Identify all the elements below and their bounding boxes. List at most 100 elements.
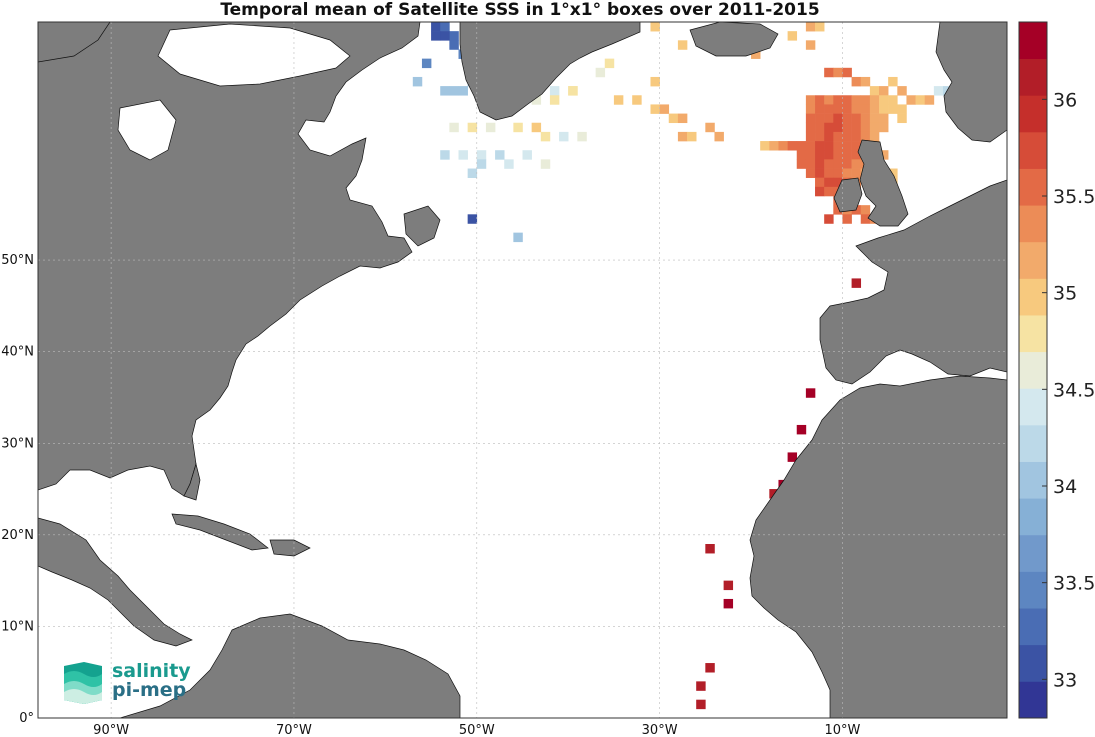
sss-cell: [842, 104, 852, 114]
sss-cell: [787, 141, 798, 151]
sss-cell: [650, 104, 660, 114]
sss-cell: [449, 122, 459, 133]
sss-cell: [705, 544, 715, 554]
sss-cell: [677, 131, 688, 142]
landmass-hudson-bay: [117, 99, 177, 161]
colorbar-tick-label: 34.5: [1053, 379, 1095, 401]
sss-cell: [915, 95, 926, 105]
sss-cell: [833, 168, 843, 178]
sss-cell: [796, 150, 807, 160]
colorbar-segment: [1019, 461, 1047, 499]
lat-label: 30°N: [1, 436, 34, 451]
sss-cell: [842, 168, 852, 178]
sss-cell: [531, 122, 542, 133]
colorbar-segment: [1019, 681, 1047, 719]
sss-cell: [824, 104, 834, 114]
sss-cell: [440, 22, 450, 32]
sss-cell: [687, 131, 697, 142]
sss-cell: [613, 95, 624, 105]
sss-cell: [869, 113, 880, 124]
colorbar-ticks: 33 33.5 34 34.5 35 35.5 36: [1042, 89, 1095, 691]
sss-cell: [906, 95, 916, 105]
logo-line1: salinity: [112, 660, 191, 682]
sss-cell: [879, 122, 889, 133]
lat-label: 50°N: [1, 253, 34, 268]
sss-cell: [540, 131, 551, 142]
sss-cell: [458, 86, 468, 96]
sss-cell: [805, 141, 816, 151]
sss-cell: [815, 141, 825, 151]
colorbar-segment: [1019, 498, 1047, 536]
sss-cell: [540, 159, 551, 169]
sss-cell: [824, 122, 834, 133]
sss-cell: [851, 159, 862, 169]
sss-cell: [879, 86, 889, 96]
landmass-africa: [749, 375, 1007, 718]
sss-cell: [421, 58, 432, 69]
sss-cell: [869, 122, 880, 133]
landmass-iceland: [689, 22, 779, 57]
sss-cell: [431, 31, 441, 41]
colorbar-segment: [1019, 644, 1047, 682]
sss-cell: [632, 95, 642, 105]
sss-cell: [842, 150, 852, 160]
map-frame: [37, 21, 1008, 719]
sss-cell: [833, 205, 843, 215]
colorbar-segment: [1019, 424, 1047, 462]
colorbar-tick-label: 36: [1053, 89, 1077, 111]
sss-cell: [431, 22, 441, 32]
sss-cell: [650, 76, 660, 87]
sss-cell: [549, 86, 560, 96]
landmass-hispaniola: [269, 539, 311, 557]
sss-cell: [842, 159, 852, 169]
lat-label: 0°: [19, 711, 34, 726]
sss-cell: [805, 159, 816, 169]
sss-cell: [476, 159, 487, 169]
logo-wave-icon: [64, 662, 102, 704]
sss-cell: [851, 150, 862, 160]
sss-cell: [851, 76, 862, 87]
sss-cell: [504, 159, 514, 169]
sss-cell: [815, 186, 825, 197]
sss-cell: [796, 141, 807, 151]
sss-cell: [824, 150, 834, 160]
sss-cell: [723, 598, 734, 609]
landmass-south-america: [38, 613, 461, 718]
sss-cell: [760, 141, 770, 151]
sss-cell: [796, 159, 807, 169]
sss-cell: [815, 122, 825, 133]
sss-cell: [659, 104, 670, 114]
sss-cell: [595, 67, 606, 78]
sss-cell: [805, 131, 816, 142]
sss-cell: [531, 95, 542, 105]
sss-cell: [851, 141, 862, 151]
sss-cell: [860, 122, 871, 133]
sss-cell: [833, 95, 843, 105]
sss-cell: [860, 205, 871, 215]
sss-cell: [860, 113, 871, 124]
sss-cell: [705, 122, 715, 133]
sss-cell: [705, 663, 715, 673]
sss-cell: [860, 95, 871, 105]
sss-cell: [796, 424, 807, 435]
colorbar-segment: [1019, 315, 1047, 353]
colorbar-segment: [1019, 205, 1047, 243]
sss-cell: [851, 278, 862, 288]
sss-cell: [440, 31, 450, 41]
sss-cell: [650, 22, 660, 32]
sss-cell: [842, 131, 852, 142]
sss-cell: [851, 113, 862, 124]
sss-cell: [933, 86, 944, 96]
sss-cell: [824, 168, 834, 178]
sss-cell: [824, 177, 834, 188]
sss-cell: [897, 113, 907, 124]
colorbar-tick-label: 33.5: [1053, 573, 1095, 595]
sss-cell: [824, 186, 834, 197]
colorbar-tick-label: 34: [1053, 476, 1077, 498]
sss-cell: [677, 113, 688, 124]
sss-cell: [888, 168, 898, 178]
landmass-canada-island: [38, 22, 111, 63]
sss-cell: [833, 150, 843, 160]
sss-cell: [513, 122, 523, 133]
landmass-europe: [819, 179, 1007, 385]
